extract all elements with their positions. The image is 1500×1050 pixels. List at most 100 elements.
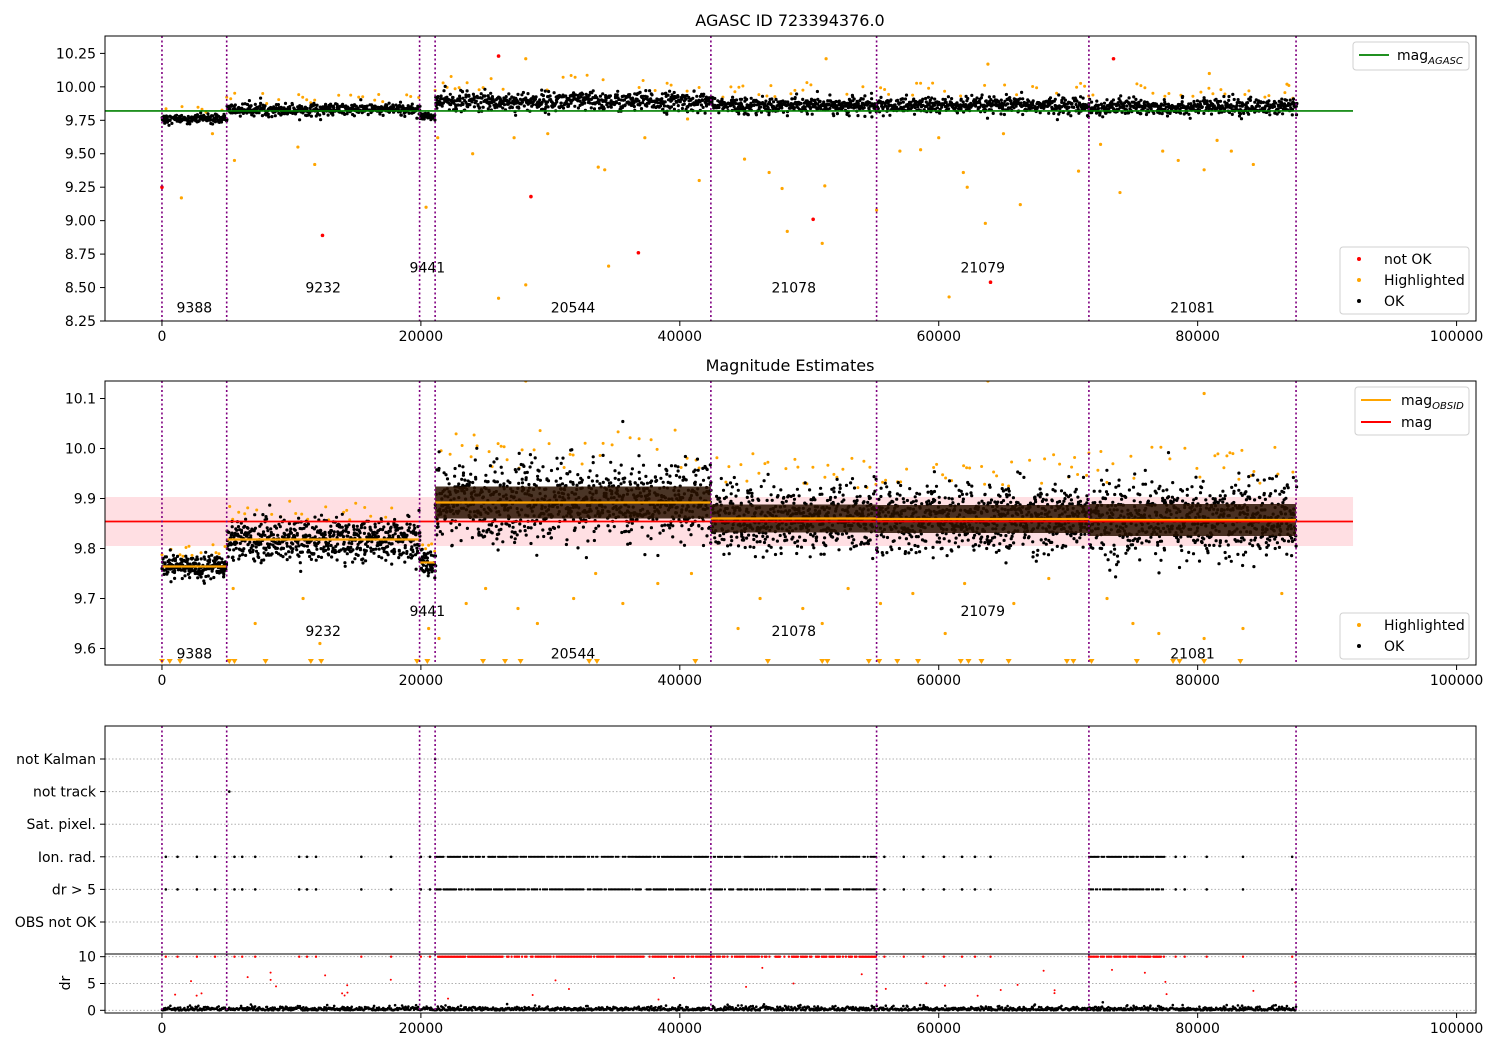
- panel1-ok-points: [160, 111, 229, 127]
- panel1-not-ok-point: [636, 250, 641, 255]
- panel2-highlighted-point: [484, 586, 488, 591]
- panel2-ytick-label: 10.0: [65, 442, 96, 458]
- panel1-highlighted-point: [524, 283, 528, 287]
- panel2-obsid-label: 9232: [305, 624, 341, 640]
- panel2-highlighted-point: [1202, 391, 1206, 396]
- panel2-ytick-label: 9.6: [74, 642, 96, 658]
- panel1-not-ok-point: [320, 233, 325, 238]
- panel2-clipped-marker: [262, 659, 269, 664]
- panel1-plot-area: 9388 9232 9441 20544 21078 21079 21081 0 20000 40…: [56, 35, 1483, 345]
- panel1-highlighted-point: [296, 145, 300, 149]
- panel3-flag-point: [883, 888, 886, 891]
- panel1-legend-swatch: [1357, 299, 1361, 303]
- panel1-highlighted-point: [1229, 149, 1233, 153]
- panel4-dr-red-point: [999, 989, 1002, 992]
- panel3-flag-point: [960, 888, 964, 891]
- panel1-title: AGASC ID 723394376.0: [695, 11, 884, 30]
- panel1-highlighted-point: [1207, 71, 1211, 76]
- panel3-flag-point: [1290, 855, 1294, 859]
- panel1-obsid-label: 9388: [177, 301, 213, 317]
- panel4-xtick-label: 80000: [1175, 1021, 1220, 1037]
- panel3-flag-point: [921, 888, 925, 891]
- panel2-ytick-label: 9.9: [74, 492, 96, 508]
- panel4-dr-red-point: [1042, 969, 1045, 972]
- panel3-flag-label: not Kalman: [16, 752, 96, 768]
- panel2-highlighted-point: [689, 571, 694, 576]
- panel4-dr-red-point: [1016, 983, 1019, 986]
- panel3-flag-point: [1174, 855, 1177, 859]
- panel3-flag-point: [428, 888, 432, 891]
- panel3-flag-point: [428, 855, 432, 859]
- panel2-title: Magnitude Estimates: [706, 356, 875, 375]
- panel1-highlighted-point: [607, 264, 611, 268]
- panel2-highlighted-point: [1047, 576, 1051, 581]
- panel2-highlighted-fringe: [439, 428, 707, 470]
- panel4-dr-red-point: [745, 985, 748, 988]
- panel4-dr-red-point: [275, 985, 278, 988]
- panel1-highlighted-fringe: [225, 91, 421, 105]
- panel2-clipped-marker: [480, 659, 487, 664]
- panel2-highlighted-point: [253, 621, 257, 626]
- panel2-highlighted-point: [758, 596, 762, 601]
- panel4-dr-red-point: [269, 978, 272, 981]
- panel2-highlighted-fringe: [421, 542, 437, 553]
- panel2-highlighted-point: [801, 606, 805, 611]
- panel4-dr-red-point: [346, 991, 349, 994]
- panel2-highlighted-point: [594, 571, 598, 576]
- panel3-flag-point: [240, 855, 244, 859]
- panel2-highlighted-fringe: [881, 453, 1089, 488]
- panel2-xtick-label: 100000: [1430, 673, 1483, 689]
- panel1-highlighted-point: [524, 57, 528, 61]
- panel2-clipped-marker: [915, 659, 922, 664]
- panel1-not-ok-point: [496, 54, 501, 58]
- panel1-inner: [105, 54, 1354, 300]
- panel3-flag-point: [314, 888, 318, 891]
- panel2-clipped-marker: [764, 659, 771, 664]
- panel3-flag-point: [989, 888, 992, 891]
- panel2-plot-area: 9388 9232 9441 20544 21078 21079 21081 0 20000 40…: [65, 380, 1483, 689]
- panel4-xtick-label: 40000: [658, 1021, 703, 1037]
- panel3-flag-point: [305, 888, 309, 891]
- panel3-flag-label: not track: [33, 785, 97, 801]
- panel1-highlighted-point: [961, 170, 965, 175]
- panel1-xtick-label: 40000: [658, 329, 703, 345]
- panel1-highlighted-point: [232, 158, 237, 163]
- panel2-clipped-marker: [1170, 659, 1177, 664]
- panel1-ytick-label: 9.75: [65, 113, 96, 129]
- panel1-highlighted-point: [1076, 169, 1081, 173]
- panel3-flag-point: [902, 855, 906, 859]
- panel2-clipped-marker: [517, 659, 524, 664]
- panel1-highlighted-point: [179, 196, 183, 200]
- panel2-ytick-label: 9.7: [74, 592, 96, 608]
- panel1-highlighted-point: [512, 136, 516, 140]
- panel2-highlighted-point: [1105, 596, 1109, 601]
- panel2-highlighted-point: [820, 621, 824, 626]
- panel1-legend-label: not OK: [1384, 252, 1432, 268]
- panel1-highlighted-point: [313, 162, 317, 167]
- panel2-highlighted-point: [621, 601, 625, 606]
- panel2-xtick-label: 20000: [399, 673, 444, 689]
- panel2-highlighted-point: [1012, 601, 1016, 606]
- panel3-dr-ylabel: dr: [58, 975, 74, 990]
- panel1-legend-label: Highlighted: [1384, 273, 1465, 289]
- panel2-obsid-label: 21079: [960, 604, 1005, 620]
- panel4-dr-red-point: [860, 973, 863, 976]
- panel2-highlighted-point: [516, 606, 520, 611]
- panel1-ytick-label: 9.50: [65, 147, 96, 163]
- panel3-flag-point: [1183, 855, 1187, 859]
- panel3-flag-point: [314, 855, 318, 859]
- panel2-clipped-marker: [819, 659, 826, 664]
- panel4-dr-red-point: [346, 984, 349, 987]
- panel1-highlighted-point: [436, 136, 440, 140]
- panel3-flag-label: dr > 5: [52, 882, 96, 898]
- panel1-ytick-label: 9.25: [65, 180, 96, 196]
- panel2-inner: [105, 381, 1354, 664]
- panel1-highlighted-fringe: [879, 81, 1091, 98]
- panel1-not-ok-point: [988, 280, 993, 284]
- panel1-highlighted-point: [1215, 138, 1219, 142]
- panel2-highlighted-point: [301, 596, 305, 601]
- panel4-dr-red-point: [1143, 971, 1146, 974]
- panel2-obsid-label: 9388: [177, 647, 213, 663]
- panel3-flag-point: [389, 855, 393, 859]
